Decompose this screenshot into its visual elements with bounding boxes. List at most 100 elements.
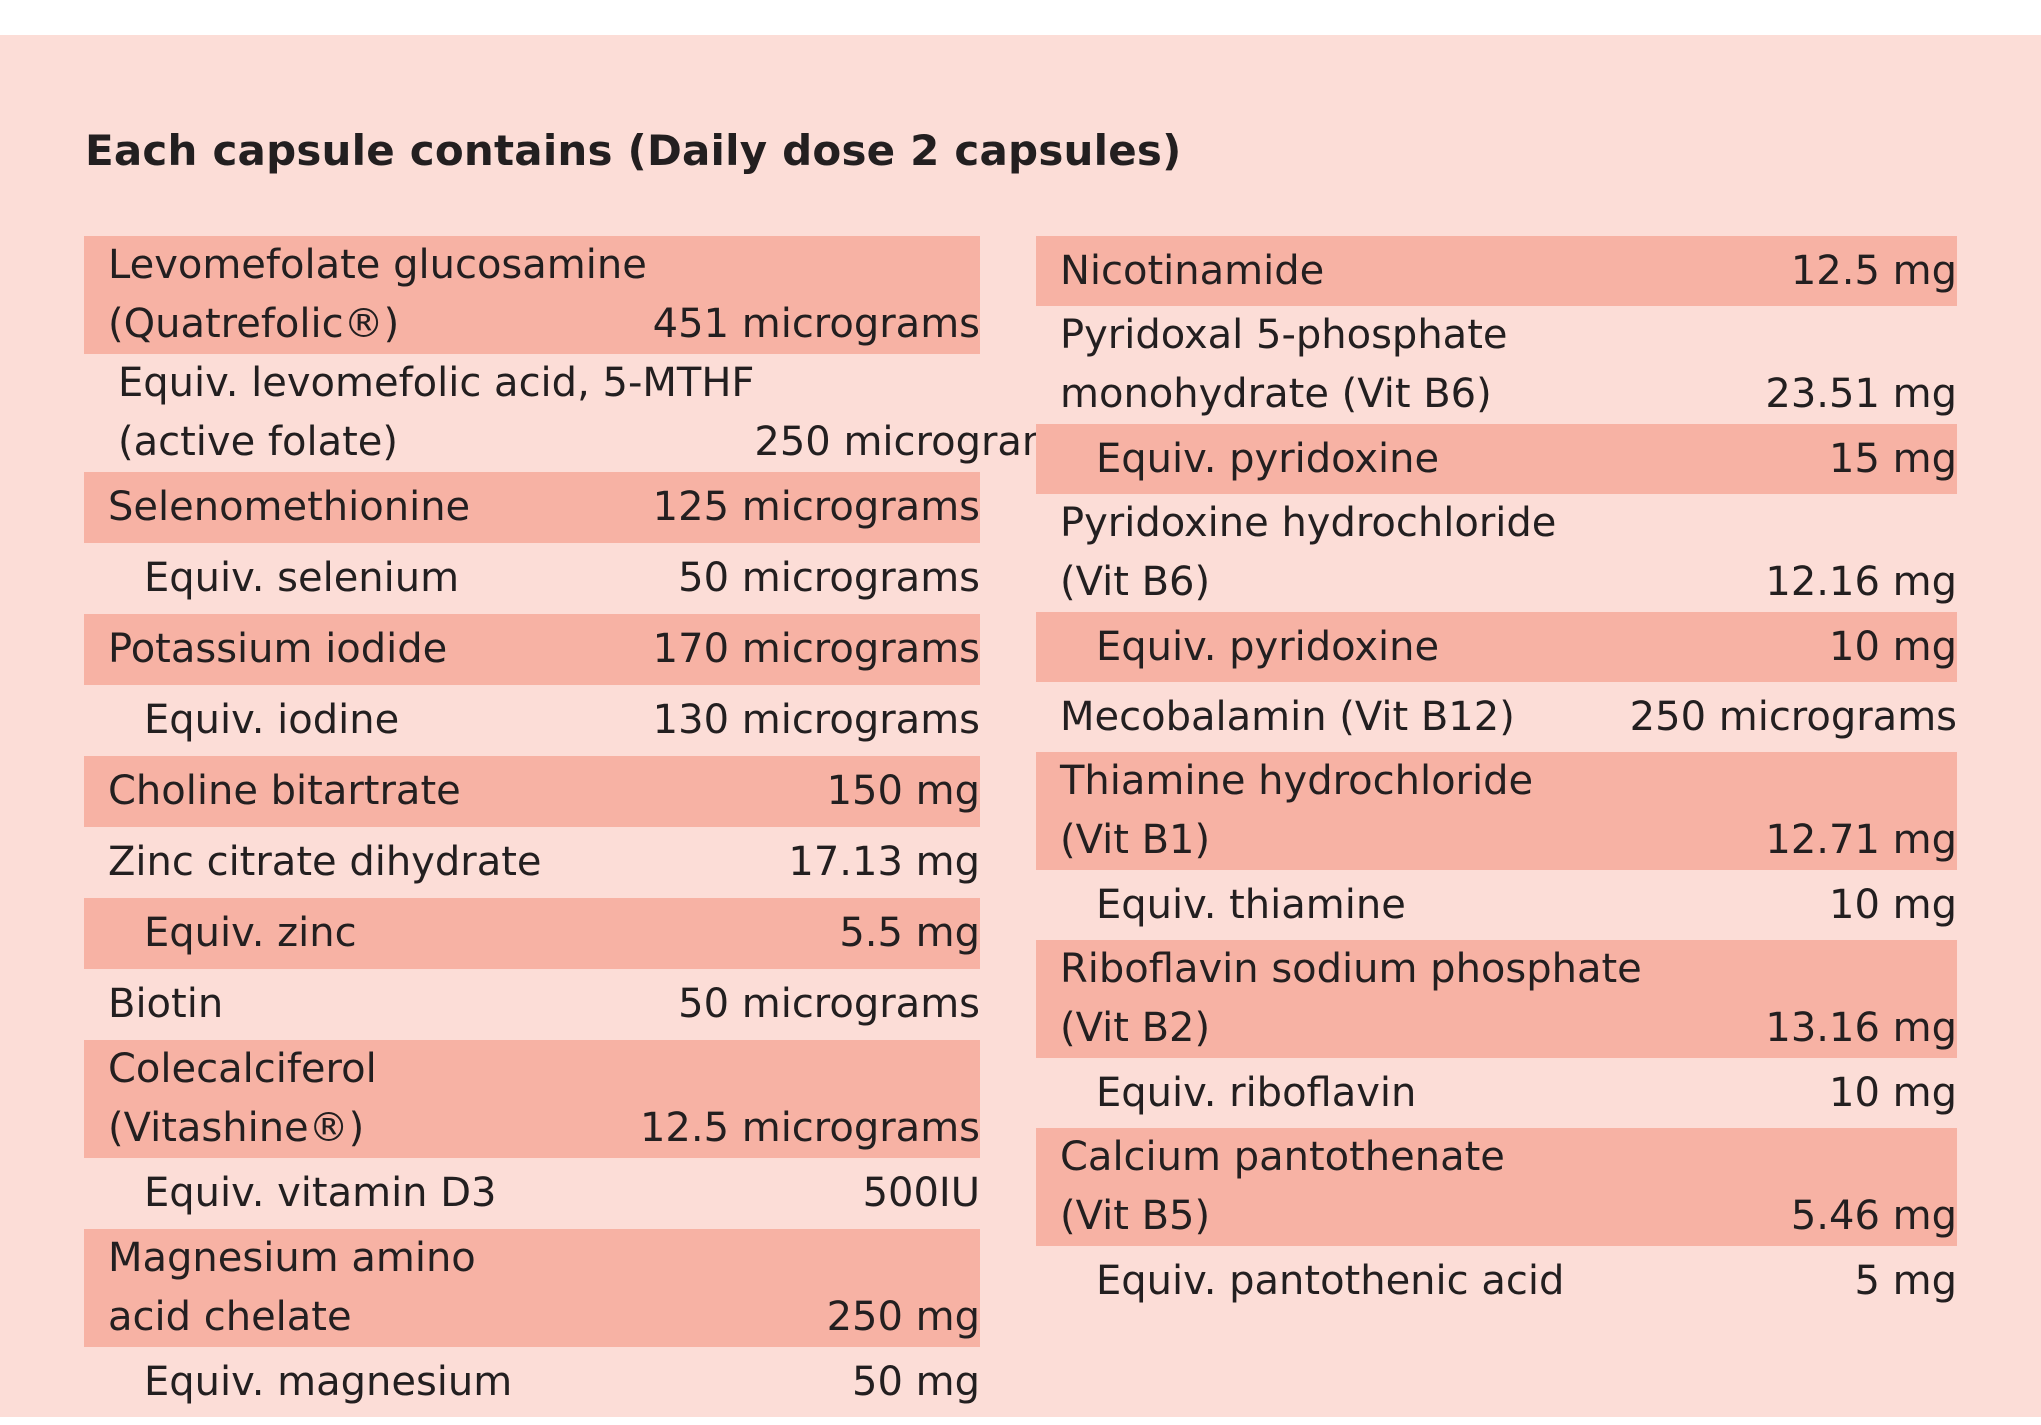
- ingredient-amount: 130 micrograms: [652, 697, 980, 743]
- ingredient-row: Equiv. levomefolic acid, 5-MTHF (active f…: [84, 354, 1082, 472]
- ingredient-amount: 10 mg: [1829, 623, 1957, 670]
- ingredient-name-line: Selenomethionine: [108, 484, 471, 530]
- ingredient-name: Riboflavin sodium phosphate (Vit B2): [1036, 940, 1642, 1058]
- ingredient-name: Equiv. pyridoxine: [1036, 430, 1439, 489]
- ingredient-name: Equiv. pyridoxine: [1036, 618, 1439, 677]
- ingredient-name: Thiamine hydrochloride (Vit B1): [1036, 752, 1533, 870]
- ingredient-name: Equiv. vitamin D3: [84, 1164, 497, 1223]
- ingredient-row: Selenomethionine 125 micrograms: [84, 472, 980, 543]
- ingredient-name-line: (Vit B6): [1060, 559, 1211, 605]
- ingredient-name: Zinc citrate dihydrate: [84, 833, 542, 892]
- ingredient-amount: 500IU: [862, 1170, 980, 1216]
- ingredient-name-line: Thiamine hydrochloride: [1060, 758, 1534, 804]
- ingredient-amount: 50 micrograms: [678, 981, 980, 1027]
- ingredient-amount: 15 mg: [1829, 435, 1957, 482]
- ingredient-amount: 125 micrograms: [652, 484, 980, 530]
- ingredient-amount: 50 mg: [852, 1359, 980, 1405]
- ingredient-row: Colecalciferol (Vitashine®) 12.5 microgram…: [84, 1040, 980, 1158]
- ingredient-amount: 12.16 mg: [1765, 559, 1957, 605]
- ingredient-name-line: Equiv. zinc: [144, 910, 357, 956]
- ingredient-amount: 250 micrograms: [1629, 693, 1957, 740]
- ingredient-row: Potassium iodide 170 micrograms: [84, 614, 980, 685]
- ingredient-name: Equiv. iodine: [84, 691, 399, 750]
- ingredient-name-line: (Vitashine®): [108, 1105, 365, 1151]
- ingredient-equivalent-row: Equiv. selenium 50 micrograms: [84, 543, 980, 614]
- ingredient-name-line: Equiv. magnesium: [144, 1359, 513, 1405]
- panel-title: Each capsule contains (Daily dose 2 caps…: [85, 126, 1182, 175]
- ingredient-row: Biotin 50 micrograms: [84, 969, 980, 1040]
- ingredient-name-line: Equiv. pyridoxine: [1096, 435, 1440, 482]
- ingredient-name: Pyridoxine hydrochloride (Vit B6): [1036, 494, 1556, 612]
- ingredients-panel: Each capsule contains (Daily dose 2 caps…: [0, 35, 2041, 1417]
- ingredient-name-line: Mecobalamin (Vit B12): [1060, 693, 1515, 740]
- ingredient-equivalent-row: Equiv. thiamine 10 mg: [1036, 870, 1957, 940]
- ingredient-amount: 23.51 mg: [1765, 371, 1957, 417]
- ingredient-name-line: Magnesium amino: [108, 1235, 476, 1281]
- ingredient-equivalent-row: Equiv. magnesium 50 mg: [84, 1347, 980, 1418]
- ingredient-row: Pyridoxine hydrochloride (Vit B6) 12.16 mg: [1036, 494, 1957, 612]
- ingredient-name-line: Equiv. selenium: [144, 555, 460, 601]
- ingredient-name-line: Levomefolate glucosamine: [108, 242, 647, 288]
- ingredient-name: Equiv. riboflavin: [1036, 1064, 1416, 1123]
- ingredient-name: Pyridoxal 5-phosphate monohydrate (Vit B6…: [1036, 306, 1507, 424]
- right-ingredient-column: Nicotinamide 12.5 mg Pyridoxal 5-phosphate…: [1036, 236, 1957, 1316]
- ingredient-name-line: Potassium iodide: [108, 626, 448, 672]
- ingredient-name: Levomefolate glucosamine (Quatrefolic®): [84, 236, 647, 354]
- ingredient-amount: 10 mg: [1829, 1069, 1957, 1116]
- ingredient-name-line: Zinc citrate dihydrate: [108, 839, 542, 885]
- ingredient-equivalent-row: Equiv. riboflavin 10 mg: [1036, 1058, 1957, 1128]
- ingredient-equivalent-row: Equiv. zinc 5.5 mg: [84, 898, 980, 969]
- ingredient-name-line: Equiv. levomefolic acid, 5-MTHF: [118, 360, 755, 406]
- ingredient-row: Choline bitartrate 150 mg: [84, 756, 980, 827]
- ingredient-name-line: monohydrate (Vit B6): [1060, 371, 1492, 417]
- ingredient-name-line: Equiv. pantothenic acid: [1096, 1257, 1565, 1304]
- ingredient-name-line: Colecalciferol: [108, 1046, 377, 1092]
- ingredient-equivalent-row: Equiv. vitamin D3 500IU: [84, 1158, 980, 1229]
- ingredient-row: Thiamine hydrochloride (Vit B1) 12.71 mg: [1036, 752, 1957, 870]
- ingredient-name: Equiv. magnesium: [84, 1353, 512, 1412]
- ingredient-name-line: Pyridoxal 5-phosphate: [1060, 312, 1508, 358]
- ingredient-amount: 451 micrograms: [652, 301, 980, 347]
- ingredient-amount: 12.71 mg: [1765, 817, 1957, 863]
- ingredient-row: Mecobalamin (Vit B12) 250 micrograms: [1036, 682, 1957, 752]
- ingredient-amount: 250 mg: [826, 1294, 980, 1340]
- ingredient-name: Potassium iodide: [84, 620, 447, 679]
- ingredient-equivalent-row: Equiv. pyridoxine 10 mg: [1036, 612, 1957, 682]
- ingredient-name: Mecobalamin (Vit B12): [1036, 688, 1515, 747]
- ingredient-equivalent-row: Equiv. iodine 130 micrograms: [84, 685, 980, 756]
- ingredient-amount: 5.5 mg: [839, 910, 980, 956]
- ingredient-amount: 50 micrograms: [678, 555, 980, 601]
- ingredient-name-line: Riboflavin sodium phosphate: [1060, 946, 1642, 992]
- ingredient-name-line: Equiv. vitamin D3: [144, 1170, 497, 1216]
- ingredient-amount: 10 mg: [1829, 881, 1957, 928]
- ingredient-name: Choline bitartrate: [84, 762, 461, 821]
- ingredient-row: Riboflavin sodium phosphate (Vit B2) 13.16…: [1036, 940, 1957, 1058]
- ingredient-name-line: Equiv. iodine: [144, 697, 400, 743]
- ingredient-name: Equiv. thiamine: [1036, 876, 1406, 935]
- ingredient-row: Levomefolate glucosamine (Quatrefolic®) 45…: [84, 236, 980, 354]
- ingredient-row: Magnesium amino acid chelate 250 mg: [84, 1229, 980, 1347]
- ingredient-name-line: (Quatrefolic®): [108, 301, 400, 347]
- ingredient-name-line: acid chelate: [108, 1294, 352, 1340]
- ingredient-row: Calcium pantothenate (Vit B5) 5.46 mg: [1036, 1128, 1957, 1246]
- ingredient-name: Equiv. levomefolic acid, 5-MTHF (active f…: [84, 354, 754, 472]
- ingredient-name-line: Nicotinamide: [1060, 247, 1325, 294]
- ingredient-equivalent-row: Equiv. pyridoxine 15 mg: [1036, 424, 1957, 494]
- ingredient-amount: 250 micrograms: [754, 419, 1082, 465]
- left-ingredient-column: Levomefolate glucosamine (Quatrefolic®) 45…: [84, 236, 1082, 1418]
- ingredient-name-line: (Vit B2): [1060, 1005, 1211, 1051]
- ingredient-row: Zinc citrate dihydrate 17.13 mg: [84, 827, 980, 898]
- ingredient-name: Biotin: [84, 975, 223, 1034]
- ingredient-name: Calcium pantothenate (Vit B5): [1036, 1128, 1505, 1246]
- ingredient-equivalent-row: Equiv. pantothenic acid 5 mg: [1036, 1246, 1957, 1316]
- ingredient-name: Colecalciferol (Vitashine®): [84, 1040, 377, 1158]
- ingredient-name-line: Equiv. thiamine: [1096, 881, 1406, 928]
- ingredient-name-line: Pyridoxine hydrochloride: [1060, 500, 1557, 546]
- ingredient-name-line: Biotin: [108, 981, 224, 1027]
- ingredient-name: Equiv. selenium: [84, 549, 459, 608]
- ingredient-name-line: (Vit B5): [1060, 1193, 1211, 1239]
- ingredient-amount: 13.16 mg: [1765, 1005, 1957, 1051]
- ingredient-amount: 17.13 mg: [788, 839, 980, 885]
- ingredient-amount: 5.46 mg: [1790, 1193, 1957, 1239]
- ingredient-row: Pyridoxal 5-phosphate monohydrate (Vit B6…: [1036, 306, 1957, 424]
